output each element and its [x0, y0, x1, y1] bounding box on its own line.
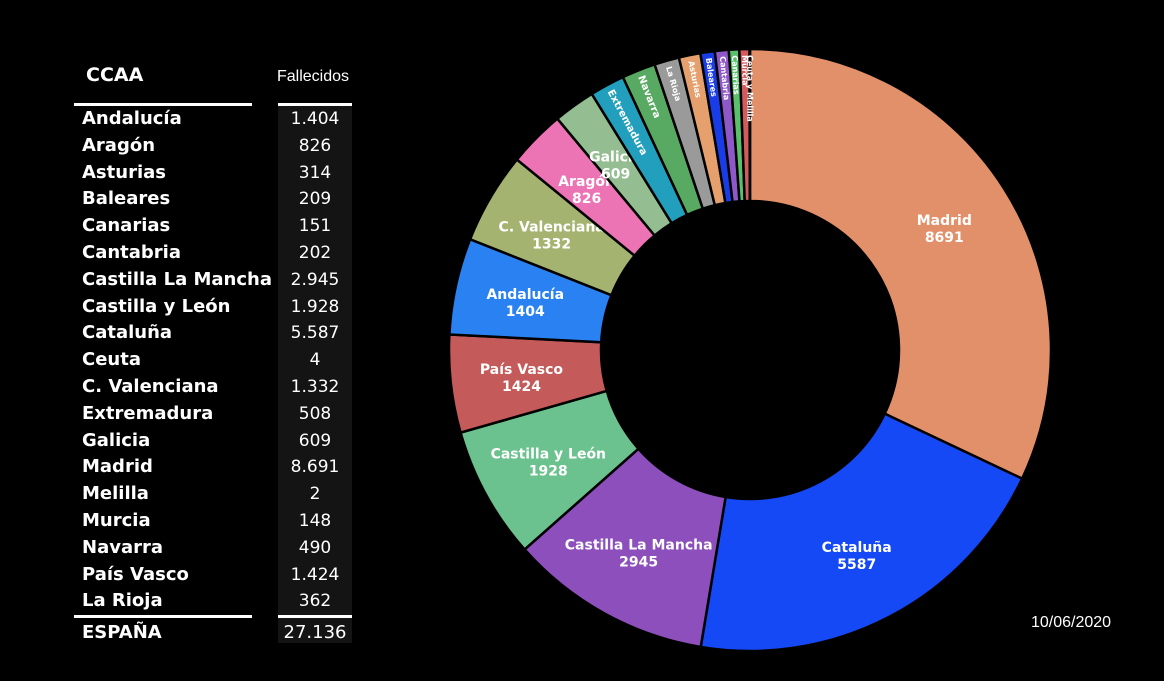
fallecidos-value: 314 — [298, 162, 332, 183]
ccaa-name: País Vasco — [82, 563, 189, 585]
fallecidos-value: 8.691 — [290, 457, 340, 478]
fallecidos-value: 148 — [298, 511, 332, 531]
ccaa-name: Andalucía — [82, 108, 182, 129]
fallecidos-value: 508 — [298, 403, 332, 424]
slice-label: Madrid 8691 — [917, 213, 972, 246]
table-row: Navarra 490 — [0, 535, 360, 562]
slice-catalu-a — [699, 412, 1024, 653]
fallecidos-value: 202 — [298, 243, 332, 263]
table-row: Castilla y León 1.928 — [0, 294, 360, 321]
fallecidos-value: 209 — [298, 189, 332, 210]
slice-label: Andalucía 1404 — [486, 287, 564, 320]
ccaa-name: Navarra — [82, 536, 163, 558]
fallecidos-value: 151 — [298, 216, 332, 237]
table-row: Extremadura 508 — [0, 401, 360, 428]
slice-label: Cantabria — [718, 56, 731, 101]
ccaa-name: Cantabria — [82, 242, 181, 263]
fallecidos-value: 1.404 — [290, 109, 340, 129]
fallecidos-value: 2.945 — [290, 269, 340, 290]
ccaa-name: Ceuta — [82, 349, 141, 371]
ccaa-name: Canarias — [82, 215, 171, 237]
slice-label: Aragón 826 — [558, 174, 615, 207]
total-row: ESPAÑA 27.136 — [0, 620, 360, 647]
header-rule-left — [74, 103, 252, 106]
slice-label: Cataluña 5587 — [822, 540, 892, 573]
ccaa-name: Castilla y León — [82, 295, 231, 317]
fallecidos-value: 4 — [309, 350, 321, 371]
fallecidos-value: 2 — [309, 484, 321, 505]
slice-label: Castilla La Mancha 2945 — [565, 537, 713, 570]
ccaa-name: La Rioja — [82, 590, 163, 612]
slice-castilla-la-mancha — [522, 446, 728, 649]
total-rule-left — [74, 615, 252, 618]
fallecidos-value: 609 — [298, 430, 332, 451]
date-label: 10/06/2020 — [1031, 614, 1112, 631]
ccaa-name: Cataluña — [82, 322, 173, 344]
table-row: Andalucía 1.404 — [0, 106, 360, 133]
ccaa-name: Asturias — [82, 161, 166, 183]
table-row: Canarias 151 — [0, 213, 360, 240]
fallecidos-value: 5.587 — [290, 323, 340, 344]
table-row: Melilla 2 — [0, 481, 360, 508]
ccaa-name: Galicia — [82, 429, 151, 451]
table-row: Galicia 609 — [0, 428, 360, 455]
table-row: Baleares 209 — [0, 186, 360, 213]
table-row: La Rioja 362 — [0, 588, 360, 615]
slice-label: C. Valenciana 1332 — [499, 220, 605, 253]
total-name: ESPAÑA — [82, 622, 162, 643]
ccaa-name: Castilla La Mancha — [82, 268, 272, 290]
table-row: Asturias 314 — [0, 160, 360, 187]
slice-label: Castilla y León 1928 — [491, 447, 606, 480]
ccaa-name: Extremadura — [82, 402, 214, 424]
table-row: Cantabria 202 — [0, 240, 360, 267]
fallecidos-value: 1.332 — [290, 377, 340, 397]
ccaa-name: C. Valenciana — [82, 376, 219, 397]
table-row: Castilla La Mancha 2.945 — [0, 267, 360, 294]
ccaa-name: Murcia — [82, 510, 151, 531]
ccaa-name: Baleares — [82, 188, 171, 210]
fallecidos-value: 1.424 — [290, 564, 340, 585]
table-row: Cataluña 5.587 — [0, 320, 360, 347]
header-ccaa: CCAA — [86, 64, 144, 86]
total-value: 27.136 — [283, 622, 347, 643]
ccaa-name: Melilla — [82, 483, 149, 505]
table-row: País Vasco 1.424 — [0, 562, 360, 589]
slice-label: Ceuta y Melilla — [745, 55, 754, 122]
fallecidos-value: 826 — [298, 135, 332, 156]
table-row: C. Valenciana 1.332 — [0, 374, 360, 401]
table-row: Ceuta 4 — [0, 347, 360, 374]
fallecidos-value: 1.928 — [290, 296, 340, 317]
table-row: Madrid 8.691 — [0, 454, 360, 481]
header-fallecidos: Fallecidos — [277, 68, 350, 85]
slice-label: Murcia — [740, 55, 750, 86]
fallecidos-value: 362 — [298, 591, 332, 612]
fallecidos-value: 490 — [298, 537, 332, 558]
slice-label: Canarias — [730, 55, 741, 95]
ccaa-name: Aragón — [82, 134, 156, 156]
slice-label: País Vasco 1424 — [480, 362, 563, 395]
ccaa-name: Madrid — [82, 456, 153, 478]
slice-madrid — [748, 47, 1053, 481]
header-rule-right — [278, 103, 352, 106]
total-rule-right — [278, 615, 352, 618]
values-column-background — [278, 106, 352, 643]
table-row: Murcia 148 — [0, 508, 360, 535]
table-row: Aragón 826 — [0, 133, 360, 160]
